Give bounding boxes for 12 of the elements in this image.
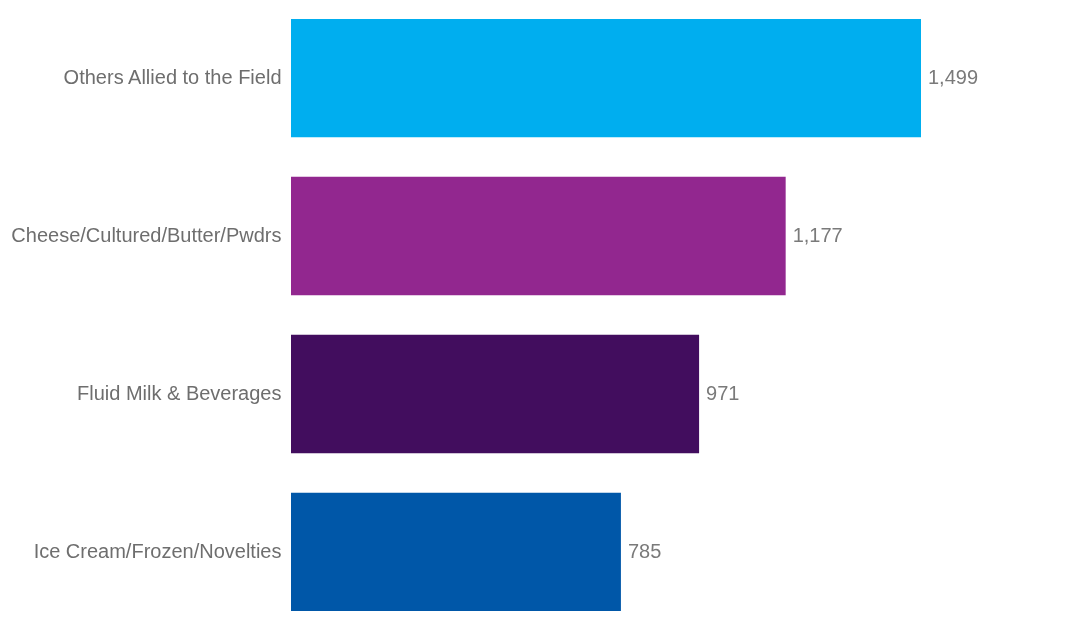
data-label: 1,177 xyxy=(792,224,843,247)
bar xyxy=(291,176,786,296)
y-tick-label: Cheese/Cultured/Butter/Pwdrs xyxy=(11,224,282,247)
bar xyxy=(291,492,621,612)
data-label: 971 xyxy=(706,381,740,404)
y-tick-label: Others Allied to the Field xyxy=(63,66,282,89)
data-label: 785 xyxy=(627,539,662,562)
bar xyxy=(291,18,921,138)
y-tick-label: Ice Cream/Frozen/Novelties xyxy=(33,539,282,562)
bar xyxy=(291,334,700,454)
y-tick-label: Fluid Milk & Beverages xyxy=(76,381,282,404)
data-label: 1,499 xyxy=(928,66,979,89)
